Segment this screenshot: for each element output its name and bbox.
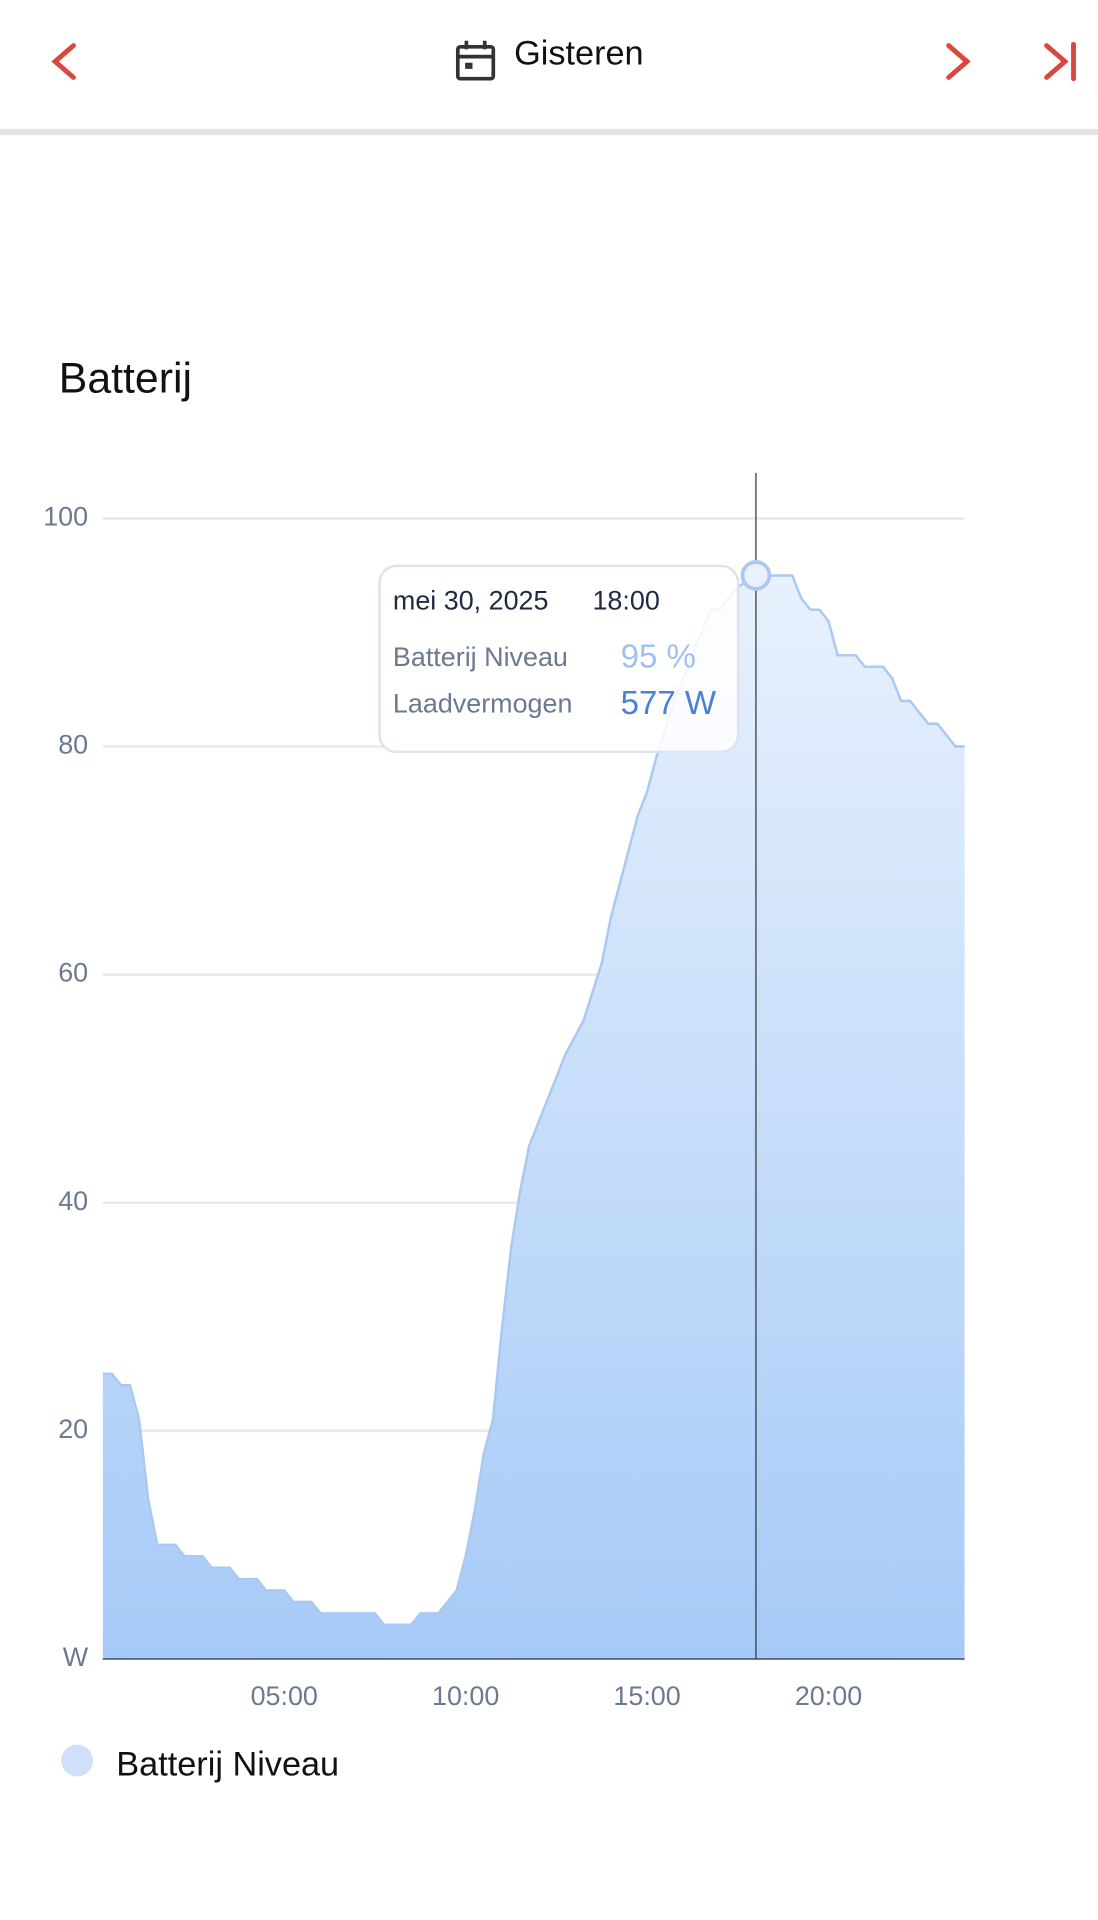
y-tick-label: 40 — [58, 1186, 88, 1216]
x-tick-label: 05:00 — [251, 1681, 318, 1711]
y-tick-label: 100 — [43, 502, 88, 532]
legend-label: Batterij Niveau — [116, 1746, 339, 1784]
x-tick-label: 15:00 — [613, 1681, 680, 1711]
tooltip-label: Batterij Niveau — [393, 642, 568, 672]
chart: W 20 40 60 80 100 05:00 10:00 15:00 20:00 mei 30, … — [43, 472, 965, 1784]
header-border — [0, 128, 1098, 135]
header — [0, 0, 1098, 131]
tooltip-time: 18:00 — [592, 586, 659, 616]
prev-button[interactable] — [51, 43, 76, 80]
y-tick-label: 80 — [58, 730, 88, 760]
line — [102, 574, 965, 1626]
tooltip — [378, 564, 740, 754]
calendar-icon — [455, 40, 496, 81]
header-title: Gisteren — [514, 34, 644, 72]
tooltip-label: Laadvermogen — [393, 689, 573, 719]
next-button[interactable] — [946, 43, 971, 80]
x-tick-label: 20:00 — [795, 1681, 862, 1711]
tooltip-value: 95 % — [621, 639, 696, 676]
highlight-point — [740, 560, 772, 591]
tooltip-date: mei 30, 2025 — [393, 586, 549, 616]
y-tick-label: 60 — [58, 958, 88, 988]
section-title: Batterij — [59, 354, 192, 402]
last-button[interactable] — [1044, 41, 1076, 82]
y-tick-label: 20 — [58, 1414, 88, 1444]
legend-marker — [61, 1744, 94, 1777]
area — [102, 575, 965, 1659]
tooltip-value: 577 W — [621, 685, 717, 722]
y-tick-label: W — [63, 1642, 89, 1672]
x-tick-label: 10:00 — [432, 1681, 499, 1711]
